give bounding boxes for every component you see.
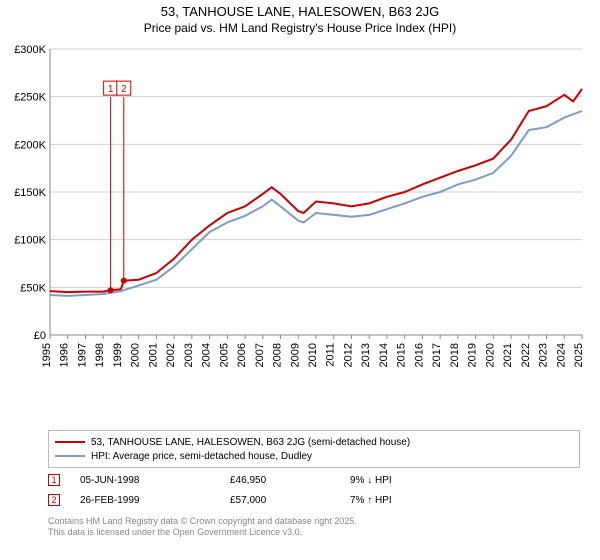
svg-text:2016: 2016: [413, 343, 425, 367]
chart-container: 53, TANHOUSE LANE, HALESOWEN, B63 2JG Pr…: [0, 0, 600, 560]
footer-line-1: Contains HM Land Registry data © Crown c…: [48, 516, 580, 527]
transactions-table: 1 05-JUN-1998£46,9509% ↓ HPI 2 26-FEB-1999£…: [48, 470, 580, 510]
legend: 53, TANHOUSE LANE, HALESOWEN, B63 2JG (s…: [48, 430, 580, 468]
line-chart-svg: £0 £50K £100K £150K £200K £250K £300K 1995 1996 1…: [10, 41, 590, 371]
svg-text:£200K: £200K: [14, 139, 46, 151]
svg-text:1997: 1997: [76, 343, 88, 367]
svg-text:2005: 2005: [218, 343, 230, 367]
svg-text:2020: 2020: [484, 343, 496, 367]
chart-subtitle: Price paid vs. HM Land Registry's House …: [0, 21, 600, 35]
svg-text:£0: £0: [34, 330, 46, 342]
svg-text:2024: 2024: [555, 343, 567, 367]
svg-text:2007: 2007: [254, 343, 266, 367]
svg-text:2003: 2003: [183, 343, 195, 367]
svg-text:2017: 2017: [431, 343, 443, 367]
legend-swatch: [55, 455, 85, 457]
marker-label-1: 1: [108, 84, 114, 95]
svg-text:2006: 2006: [236, 343, 248, 367]
svg-text:£100K: £100K: [14, 235, 46, 247]
chart-area: £0 £50K £100K £150K £200K £250K £300K 1995 1996 1…: [10, 41, 590, 371]
footer-line-2: This data is licensed under the Open Gov…: [48, 527, 580, 538]
svg-text:2001: 2001: [147, 343, 159, 367]
svg-text:1998: 1998: [94, 343, 106, 367]
svg-text:2018: 2018: [449, 343, 461, 367]
svg-text:2019: 2019: [467, 343, 479, 367]
transaction-hpi-compare: 9% ↓ HPI: [350, 475, 470, 486]
svg-text:2014: 2014: [378, 343, 390, 367]
legend-swatch: [55, 441, 85, 443]
svg-text:1995: 1995: [41, 343, 53, 367]
svg-text:2012: 2012: [342, 343, 354, 367]
legend-item: 53, TANHOUSE LANE, HALESOWEN, B63 2JG (s…: [55, 435, 573, 449]
svg-text:2022: 2022: [520, 343, 532, 367]
svg-text:1999: 1999: [112, 343, 124, 367]
transaction-date: 26-FEB-1999: [80, 495, 230, 506]
svg-text:2025: 2025: [573, 343, 585, 367]
series-price_paid: [50, 89, 582, 292]
transaction-hpi-compare: 7% ↑ HPI: [350, 495, 470, 506]
title-block: 53, TANHOUSE LANE, HALESOWEN, B63 2JG Pr…: [0, 0, 600, 35]
chart-title: 53, TANHOUSE LANE, HALESOWEN, B63 2JG: [0, 4, 600, 19]
transaction-row: 1 05-JUN-1998£46,9509% ↓ HPI: [48, 470, 580, 490]
svg-text:£250K: £250K: [14, 92, 46, 104]
svg-text:2010: 2010: [307, 343, 319, 367]
marker-dot-1: [108, 287, 114, 293]
legend-label: 53, TANHOUSE LANE, HALESOWEN, B63 2JG (s…: [91, 437, 410, 448]
transaction-marker: 1: [48, 474, 60, 486]
svg-text:2015: 2015: [396, 343, 408, 367]
footer-attribution: Contains HM Land Registry data © Crown c…: [48, 516, 580, 539]
svg-text:2008: 2008: [272, 343, 284, 367]
transaction-date: 05-JUN-1998: [80, 475, 230, 486]
transaction-marker: 2: [48, 494, 60, 506]
transaction-price: £57,000: [230, 495, 350, 506]
svg-text:2004: 2004: [201, 343, 213, 367]
marker-label-2: 2: [121, 84, 127, 95]
svg-text:2002: 2002: [165, 343, 177, 367]
svg-text:£50K: £50K: [20, 282, 46, 294]
series-hpi: [50, 111, 582, 296]
svg-text:2009: 2009: [289, 343, 301, 367]
svg-text:2021: 2021: [502, 343, 514, 367]
svg-text:2023: 2023: [538, 343, 550, 367]
transaction-price: £46,950: [230, 475, 350, 486]
svg-text:£150K: £150K: [14, 187, 46, 199]
transaction-row: 2 26-FEB-1999£57,0007% ↑ HPI: [48, 490, 580, 510]
svg-text:2000: 2000: [130, 343, 142, 367]
svg-text:2011: 2011: [325, 343, 337, 367]
legend-label: HPI: Average price, semi-detached house,…: [91, 451, 312, 462]
marker-dot-2: [121, 278, 127, 284]
svg-text:1996: 1996: [59, 343, 71, 367]
legend-item: HPI: Average price, semi-detached house,…: [55, 449, 573, 463]
svg-text:£300K: £300K: [14, 44, 46, 56]
svg-text:2013: 2013: [360, 343, 372, 367]
